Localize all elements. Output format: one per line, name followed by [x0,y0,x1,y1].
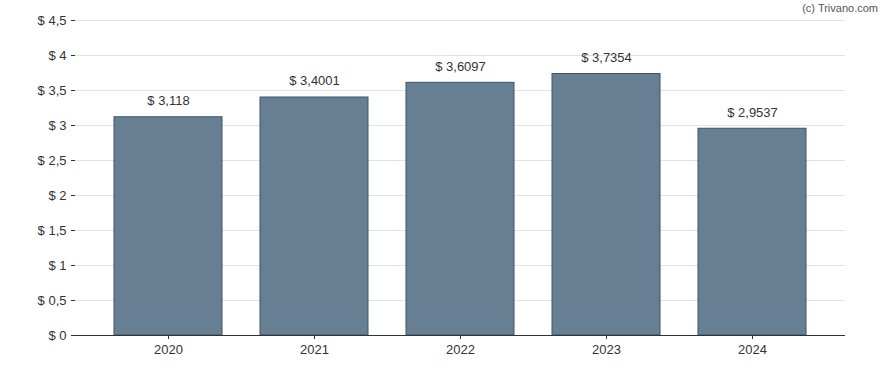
svg-text:$ 1: $ 1 [48,258,66,273]
svg-text:2020: 2020 [154,342,183,357]
svg-text:$ 0,5: $ 0,5 [38,293,67,308]
svg-text:2021: 2021 [300,342,329,357]
svg-text:2023: 2023 [592,342,621,357]
svg-text:$ 1,5: $ 1,5 [38,223,67,238]
svg-text:$ 3: $ 3 [48,118,66,133]
svg-text:$ 2,5: $ 2,5 [38,153,67,168]
html-text:(c) Trivano.com: (c) Trivano.com [802,2,878,14]
svg-text:2024: 2024 [738,342,767,357]
svg-text:$ 4,5: $ 4,5 [38,13,67,28]
svg-text:$ 2: $ 2 [48,188,66,203]
svg-text:$ 3,5: $ 3,5 [38,83,67,98]
svg-text:$ 2,9537: $ 2,9537 [727,105,778,120]
svg-text:$ 3,7354: $ 3,7354 [581,50,632,65]
svg-text:2022: 2022 [446,342,475,357]
svg-text:$ 4: $ 4 [48,48,66,63]
svg-text:$ 3,4001: $ 3,4001 [289,73,340,88]
svg-text:$ 3,118: $ 3,118 [147,93,189,108]
svg-text:$ 3,6097: $ 3,6097 [435,59,486,74]
svg-text:$ 0: $ 0 [48,328,66,343]
